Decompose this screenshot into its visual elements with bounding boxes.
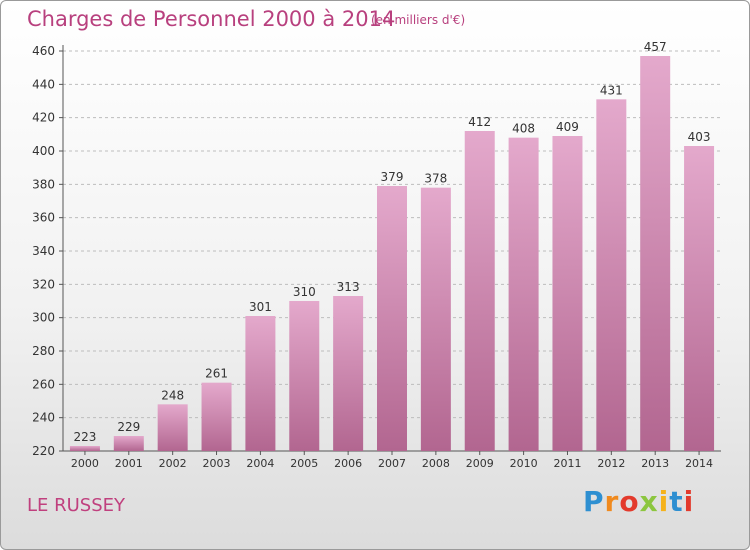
data-label: 403: [688, 130, 711, 144]
proxiti-logo: Proxiti: [583, 485, 694, 518]
y-tick-label: 460: [32, 44, 55, 58]
bar: [684, 146, 715, 451]
x-tick-label: 2009: [466, 457, 494, 470]
bar: [157, 404, 188, 451]
x-tick-label: 2000: [71, 457, 99, 470]
y-tick-label: 280: [32, 344, 55, 358]
data-label: 457: [644, 40, 667, 54]
data-label: 310: [293, 285, 316, 299]
data-label: 379: [381, 170, 404, 184]
x-tick-label: 2011: [553, 457, 581, 470]
y-tick-label: 260: [32, 377, 55, 391]
y-tick-label: 440: [32, 77, 55, 91]
logo-letter: x: [639, 485, 659, 518]
data-label: 223: [73, 430, 96, 444]
bar: [377, 186, 407, 451]
x-tick-label: 2008: [422, 457, 450, 470]
bar: [289, 301, 320, 451]
data-label: 409: [556, 120, 579, 134]
location-label: LE RUSSEY: [27, 495, 126, 516]
data-label: 408: [512, 122, 535, 136]
chart-title: Charges de Personnel 2000 à 2014: [27, 7, 396, 31]
y-tick-label: 360: [32, 211, 55, 225]
bar: [69, 446, 100, 451]
bar: [596, 99, 627, 451]
data-label: 313: [337, 280, 360, 294]
logo-letter: i: [683, 485, 695, 518]
data-label: 229: [117, 420, 140, 434]
x-tick-label: 2014: [685, 457, 713, 470]
bar: [508, 137, 539, 451]
bar: [464, 131, 495, 451]
logo-letter: P: [583, 485, 605, 518]
y-tick-label: 240: [32, 411, 55, 425]
x-tick-label: 2002: [159, 457, 187, 470]
labels: 220 240 260 280 300 320 340 360 380 400 420 440 460 2…: [32, 40, 713, 470]
bar: [201, 382, 232, 451]
data-label: 431: [600, 83, 623, 97]
logo-letter: r: [604, 485, 620, 518]
logo-letter: o: [619, 485, 640, 518]
data-label: 378: [424, 172, 447, 186]
x-tick-label: 2005: [290, 457, 318, 470]
bar: [420, 187, 451, 451]
y-tick-label: 400: [32, 144, 55, 158]
logo-letter: i: [658, 485, 670, 518]
x-tick-label: 2004: [246, 457, 274, 470]
y-tick-label: 300: [32, 311, 55, 325]
y-tick-label: 220: [32, 444, 55, 458]
data-label: 261: [205, 367, 228, 381]
y-tick-label: 380: [32, 177, 55, 191]
y-tick-label: 320: [32, 277, 55, 291]
bar: [640, 56, 671, 451]
x-tick-label: 2003: [203, 457, 231, 470]
bar: [245, 316, 276, 451]
data-label: 248: [161, 388, 184, 402]
x-tick-label: 2010: [510, 457, 538, 470]
bar: [113, 436, 144, 451]
x-tick-label: 2007: [378, 457, 406, 470]
data-label: 301: [249, 300, 272, 314]
x-tick-label: 2013: [641, 457, 669, 470]
logo-letter: t: [669, 485, 684, 518]
x-tick-label: 2001: [115, 457, 143, 470]
bar: [333, 296, 364, 451]
y-tick-label: 340: [32, 244, 55, 258]
chart-subtitle: (en milliers d'€): [371, 13, 466, 27]
bar: [552, 136, 583, 451]
data-label: 412: [468, 115, 491, 129]
bars: [69, 56, 715, 451]
x-tick-label: 2006: [334, 457, 362, 470]
y-tick-label: 420: [32, 111, 55, 125]
x-tick-label: 2012: [597, 457, 625, 470]
